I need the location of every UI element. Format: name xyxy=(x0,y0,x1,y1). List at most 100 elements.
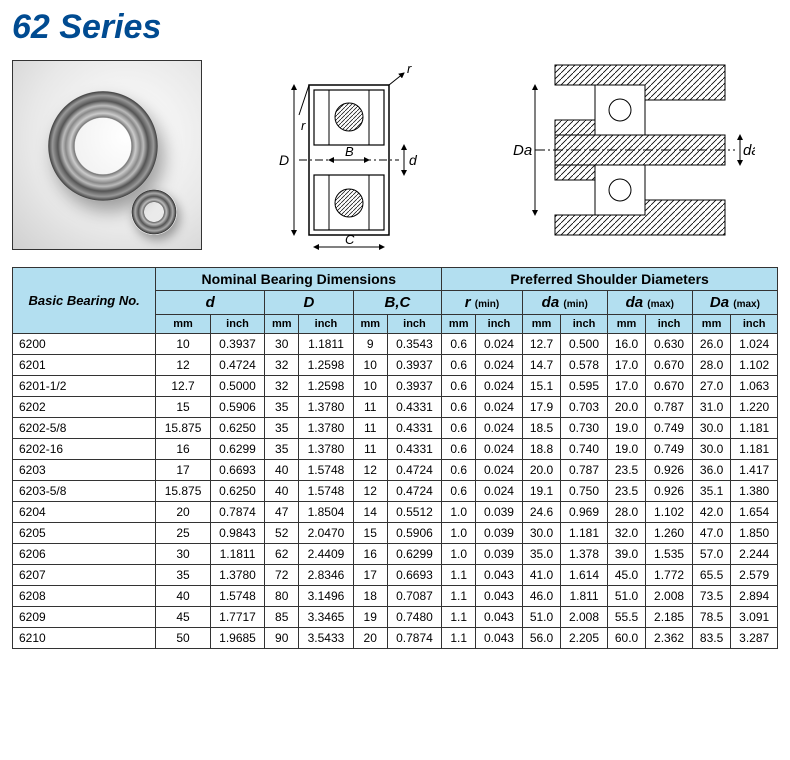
cell: 1.5748 xyxy=(210,586,264,607)
cell: 0.670 xyxy=(646,355,693,376)
cell: 17 xyxy=(353,565,387,586)
cell: 0.5906 xyxy=(387,523,441,544)
cell: 18 xyxy=(353,586,387,607)
cell: 11 xyxy=(353,397,387,418)
cell: 16 xyxy=(156,439,210,460)
cell: 15 xyxy=(353,523,387,544)
cell: 40 xyxy=(265,481,299,502)
cell: 1.380 xyxy=(731,481,778,502)
cell: 1.1811 xyxy=(210,544,264,565)
label-da: da xyxy=(743,142,755,159)
label-D: D xyxy=(279,152,289,168)
cell: 35 xyxy=(265,397,299,418)
cell: 15.875 xyxy=(156,418,210,439)
cell: 19.1 xyxy=(522,481,561,502)
cell: 0.4724 xyxy=(210,355,264,376)
cell: 30 xyxy=(265,334,299,355)
cell-bearing-no: 6204 xyxy=(13,502,156,523)
cell: 1.654 xyxy=(731,502,778,523)
hdr-shoulder: Preferred Shoulder Diameters xyxy=(442,268,778,291)
cell: 2.244 xyxy=(731,544,778,565)
cell: 1.3780 xyxy=(299,397,353,418)
cell: 1.7717 xyxy=(210,607,264,628)
table-row: 6202150.5906351.3780110.43310.60.02417.9… xyxy=(13,397,778,418)
cell: 1.614 xyxy=(561,565,608,586)
table-row: 6207351.3780722.8346170.66931.10.04341.0… xyxy=(13,565,778,586)
cell: 0.024 xyxy=(476,397,523,418)
cell: 1.417 xyxy=(731,460,778,481)
page-title: 62 Series xyxy=(12,8,778,47)
cell: 17.0 xyxy=(607,376,646,397)
cell: 16.0 xyxy=(607,334,646,355)
cell: 0.043 xyxy=(476,586,523,607)
table-body: 6200100.3937301.181190.35430.60.02412.70… xyxy=(13,334,778,649)
cell: 0.043 xyxy=(476,565,523,586)
table-row: 6200100.3937301.181190.35430.60.02412.70… xyxy=(13,334,778,355)
cell: 0.787 xyxy=(561,460,608,481)
cell: 51.0 xyxy=(607,586,646,607)
cell: 35 xyxy=(156,565,210,586)
hdr-basic: Basic Bearing No. xyxy=(13,268,156,334)
cell: 0.749 xyxy=(646,418,693,439)
cell: 0.3937 xyxy=(387,355,441,376)
cell: 1.063 xyxy=(731,376,778,397)
cell: 1.2598 xyxy=(299,376,353,397)
cell: 0.595 xyxy=(561,376,608,397)
cell: 39.0 xyxy=(607,544,646,565)
cell: 12 xyxy=(156,355,210,376)
cell: 0.7874 xyxy=(210,502,264,523)
cell-bearing-no: 6201-1/2 xyxy=(13,376,156,397)
cell: 3.3465 xyxy=(299,607,353,628)
cell: 0.024 xyxy=(476,376,523,397)
bearing-big-icon xyxy=(48,91,158,201)
cell: 0.670 xyxy=(646,376,693,397)
cell: 0.749 xyxy=(646,439,693,460)
cell-bearing-no: 6205 xyxy=(13,523,156,544)
table-row: 6208401.5748803.1496180.70871.10.04346.0… xyxy=(13,586,778,607)
cell: 47.0 xyxy=(692,523,731,544)
cell: 35.1 xyxy=(692,481,731,502)
cell: 30 xyxy=(156,544,210,565)
table-row: 6204200.7874471.8504140.55121.00.03924.6… xyxy=(13,502,778,523)
cell: 0.9843 xyxy=(210,523,264,544)
cell: 2.008 xyxy=(646,586,693,607)
cell: 1.0 xyxy=(442,544,476,565)
cell: 18.8 xyxy=(522,439,561,460)
cell: 60.0 xyxy=(607,628,646,649)
cell: 2.894 xyxy=(731,586,778,607)
cell: 3.1496 xyxy=(299,586,353,607)
cell: 2.362 xyxy=(646,628,693,649)
cell: 0.3937 xyxy=(387,376,441,397)
cell: 14.7 xyxy=(522,355,561,376)
cell-bearing-no: 6209 xyxy=(13,607,156,628)
cell: 0.039 xyxy=(476,544,523,565)
cell: 0.630 xyxy=(646,334,693,355)
bearing-photo xyxy=(12,60,202,250)
cell: 1.3780 xyxy=(210,565,264,586)
cell: 1.102 xyxy=(731,355,778,376)
hdr-d: d xyxy=(156,291,265,315)
cell: 28.0 xyxy=(607,502,646,523)
cell: 0.6 xyxy=(442,397,476,418)
cell: 30.0 xyxy=(692,418,731,439)
cell: 0.024 xyxy=(476,355,523,376)
hdr-r: r (min) xyxy=(442,291,523,315)
figure-row: B D d r r C xyxy=(12,55,778,255)
cell: 90 xyxy=(265,628,299,649)
cell: 0.5000 xyxy=(210,376,264,397)
cell: 78.5 xyxy=(692,607,731,628)
label-r1: r xyxy=(301,118,306,133)
cell: 1.3780 xyxy=(299,418,353,439)
cell: 0.4331 xyxy=(387,439,441,460)
unit-mm: mm xyxy=(522,315,561,334)
cell: 0.7087 xyxy=(387,586,441,607)
cell: 0.6 xyxy=(442,439,476,460)
cell: 55.5 xyxy=(607,607,646,628)
cell: 20 xyxy=(353,628,387,649)
cell: 12.7 xyxy=(156,376,210,397)
cell: 65.5 xyxy=(692,565,731,586)
cell: 35 xyxy=(265,439,299,460)
hdr-damin: da (min) xyxy=(522,291,607,315)
cell: 9 xyxy=(353,334,387,355)
unit-mm: mm xyxy=(353,315,387,334)
